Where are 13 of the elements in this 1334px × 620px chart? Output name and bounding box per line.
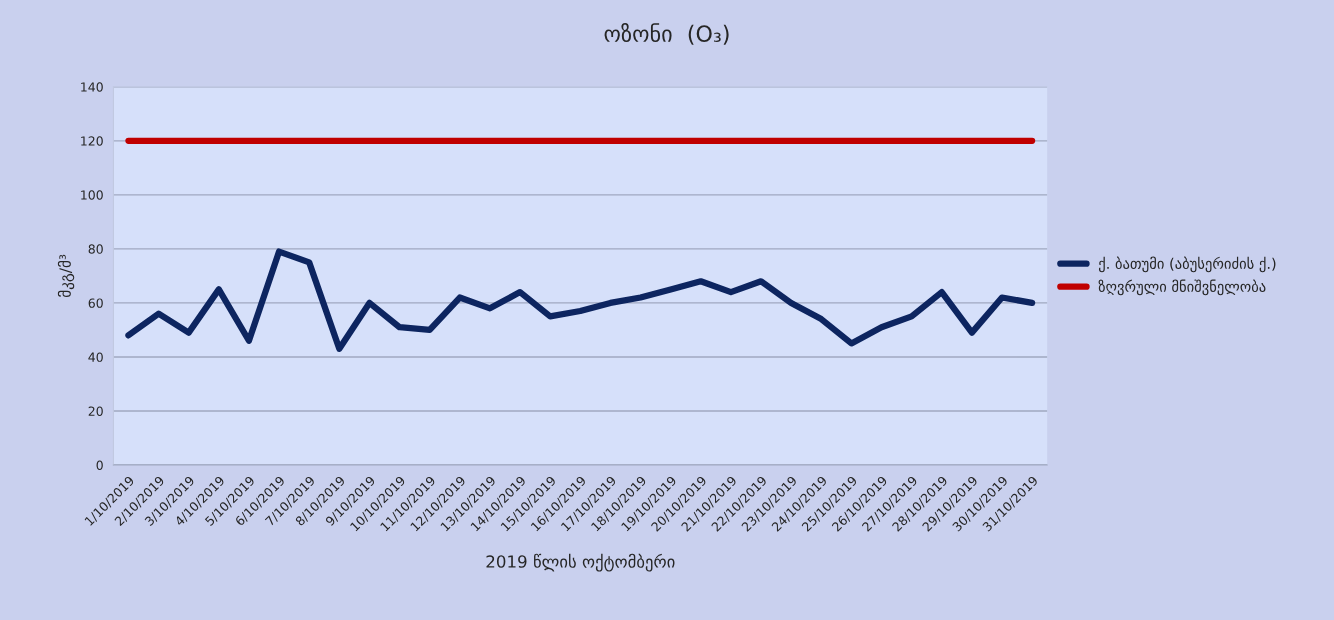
y-tick-label: 140 [81,82,103,92]
y-tick-label: 40 [88,352,103,362]
y-tick-label: 60 [88,298,103,308]
y-axis-title: მკგ/მ³ [57,254,75,298]
y-tick-label: 0 [96,460,103,470]
y-tick-label: 20 [88,406,103,416]
chart-title: ოზონი (O₃) [604,23,729,45]
y-tick-label: 120 [81,136,103,146]
legend-label: ქ. ბათუმი (აბუსერიძის ქ.) [1098,256,1276,273]
y-tick-label: 100 [81,190,103,200]
y-tick-label: 80 [88,244,103,254]
x-axis-title: 2019 წლის ოქტომბერი [486,553,675,572]
legend-label: ზღვრული მნიშვნელობა [1098,279,1266,296]
